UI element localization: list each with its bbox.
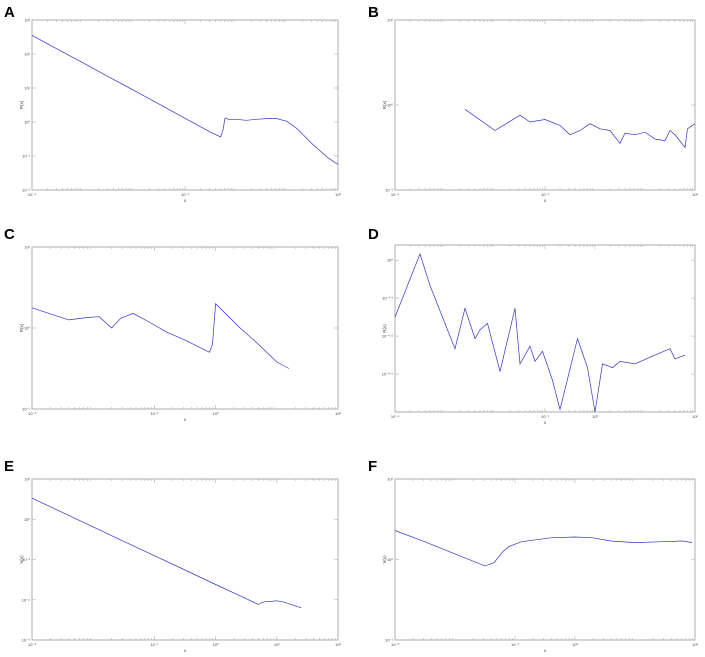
- y-tick-label: 10⁰: [24, 517, 30, 522]
- y-tick-label: 10⁻¹: [22, 154, 31, 159]
- x-tick-label: 10²: [335, 411, 341, 416]
- x-tick-label: 10⁻⁴: [391, 192, 400, 197]
- x-axis-label: x: [544, 198, 547, 203]
- x-tick-label: 10⁰: [572, 642, 578, 647]
- y-axis-label: R(x): [382, 100, 387, 109]
- x-tick-label: 10⁻¹: [511, 642, 520, 647]
- y-tick-label: 10¹: [24, 245, 30, 250]
- y-axis-label: R(x): [382, 324, 387, 333]
- y-tick-label: 10¹: [24, 86, 30, 91]
- panel-letter: F: [368, 458, 378, 475]
- plot-frame: [31, 478, 339, 641]
- y-axis-label: R(x): [19, 100, 24, 109]
- x-axis-label: x: [184, 648, 187, 653]
- y-tick-label: 10¹: [387, 18, 393, 23]
- x-tick-label: 10¹: [274, 642, 280, 647]
- y-tick-label: 10⁻⁰·³: [382, 296, 393, 301]
- x-axis-label: x: [184, 198, 187, 203]
- y-tick-label: 10⁻¹: [22, 407, 31, 412]
- y-tick-label: 10⁻⁰·⁹: [382, 372, 393, 377]
- x-tick-label: 10⁻¹: [150, 642, 159, 647]
- y-axis-label: V(x): [382, 555, 387, 564]
- y-tick-label: 10⁻⁴: [22, 597, 31, 602]
- panel-letter: B: [368, 4, 379, 21]
- x-tick-label: 10²: [692, 642, 698, 647]
- series-line: [31, 497, 302, 609]
- y-axis-label: R(x): [19, 323, 24, 332]
- series-line: [464, 109, 696, 149]
- y-tick-label: 10⁻¹: [385, 638, 394, 643]
- series-line: [394, 530, 693, 567]
- y-axis-label: V(x): [19, 555, 24, 564]
- x-tick-label: 10⁻⁴: [391, 414, 400, 419]
- y-tick-label: 10⁻⁰·⁶: [382, 334, 393, 339]
- y-tick-label: 10⁰: [387, 557, 393, 562]
- panel-letter: A: [4, 4, 15, 21]
- x-tick-label: 10²: [692, 414, 698, 419]
- series-line: [31, 34, 339, 165]
- x-tick-label: 10⁻¹: [181, 192, 190, 197]
- x-tick-label: 10²: [335, 192, 341, 197]
- x-axis-label: x: [544, 648, 547, 653]
- y-tick-label: 10³: [24, 18, 30, 23]
- y-tick-label: 10²: [24, 477, 30, 482]
- y-tick-label: 10⁻⁶: [22, 638, 31, 643]
- x-tick-label: 10⁻⁴: [28, 192, 37, 197]
- x-tick-label: 10⁰: [213, 642, 219, 647]
- x-tick-label: 10⁰: [592, 414, 598, 419]
- x-axis-label: x: [184, 417, 187, 422]
- x-tick-label: 10⁻³: [391, 642, 400, 647]
- panel-letter: E: [4, 458, 15, 475]
- x-tick-label: 10²: [335, 642, 341, 647]
- y-tick-label: 10⁻²: [22, 188, 31, 193]
- y-tick-label: 10⁰: [387, 258, 393, 263]
- x-tick-label: 10⁻¹: [541, 414, 550, 419]
- plot-frame: [394, 19, 696, 191]
- x-tick-label: 10⁻³: [28, 642, 37, 647]
- x-tick-label: 10⁻¹: [541, 192, 550, 197]
- plot-frame: [31, 246, 339, 410]
- x-tick-label: 10⁰: [213, 411, 219, 416]
- y-tick-label: 10¹: [387, 477, 393, 482]
- x-tick-label: 10²: [692, 192, 698, 197]
- series-line: [31, 302, 290, 369]
- plot-frame: [31, 19, 339, 191]
- x-tick-label: 10⁻³: [28, 411, 37, 416]
- y-tick-label: 10⁰: [24, 326, 30, 331]
- panel-letter: C: [4, 226, 15, 243]
- panel-letter: D: [368, 226, 379, 243]
- plot-frame: [394, 244, 696, 413]
- y-tick-label: 10⁰: [24, 120, 30, 125]
- series-line: [394, 252, 686, 413]
- plot-frame: [394, 478, 696, 641]
- x-tick-label: 10⁻¹: [150, 411, 159, 416]
- x-axis-label: x: [544, 420, 547, 425]
- y-tick-label: 10²: [24, 52, 30, 57]
- y-tick-label: 10⁰: [387, 103, 393, 108]
- y-tick-label: 10⁻²: [22, 557, 31, 562]
- y-tick-label: 10⁻¹: [385, 188, 394, 193]
